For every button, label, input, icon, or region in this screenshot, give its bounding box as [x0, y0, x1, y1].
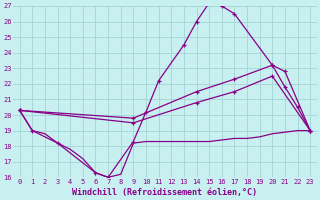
X-axis label: Windchill (Refroidissement éolien,°C): Windchill (Refroidissement éolien,°C) [72, 188, 258, 197]
